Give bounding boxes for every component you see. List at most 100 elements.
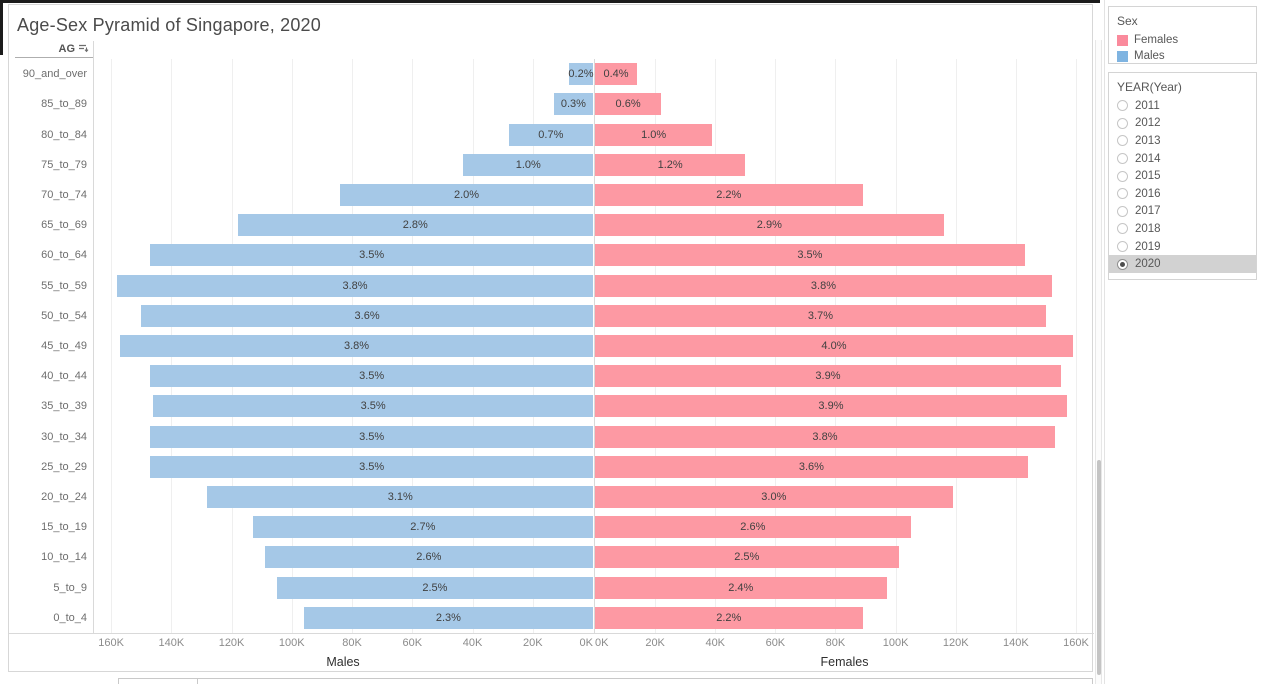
male-bar[interactable]: 3.5% [150, 244, 593, 267]
female-bar[interactable]: 1.2% [595, 153, 746, 176]
year-option-2011[interactable]: 2011 [1109, 97, 1256, 115]
x-tick-label: 140K [1002, 637, 1029, 649]
female-bar-row: 3.6% [595, 452, 1094, 482]
age-label[interactable]: 15_to_19 [41, 521, 87, 534]
year-option-2017[interactable]: 2017 [1109, 203, 1256, 221]
radio-icon[interactable] [1117, 223, 1128, 235]
age-label[interactable]: 30_to_34 [41, 430, 87, 443]
radio-icon[interactable] [1117, 205, 1128, 217]
year-filter-options: 2011 2012 2013 2014 2015 2016 2017 2018 2019 2020 [1109, 97, 1256, 273]
age-column-header[interactable]: AG [9, 43, 89, 55]
age-label[interactable]: 40_to_44 [41, 370, 87, 383]
radio-icon[interactable] [1117, 100, 1128, 112]
year-option-2012[interactable]: 2012 [1109, 115, 1256, 133]
age-label[interactable]: 0_to_4 [53, 611, 87, 624]
female-bar[interactable]: 2.4% [595, 576, 887, 599]
radio-icon[interactable] [1117, 241, 1128, 253]
radio-icon[interactable] [1117, 170, 1128, 182]
female-bar[interactable]: 3.9% [595, 365, 1061, 388]
age-label[interactable]: 65_to_69 [41, 219, 87, 232]
year-option-label: 2016 [1135, 187, 1161, 200]
year-option-2014[interactable]: 2014 [1109, 150, 1256, 168]
chart-title: Age-Sex Pyramid of Singapore, 2020 [17, 15, 321, 35]
male-bar[interactable]: 1.0% [463, 153, 593, 176]
sex-legend-card: Sex Females Males [1108, 6, 1257, 64]
female-bar[interactable]: 3.8% [595, 425, 1055, 448]
male-bar[interactable]: 2.7% [252, 516, 593, 539]
year-option-2013[interactable]: 2013 [1109, 132, 1256, 150]
age-label[interactable]: 20_to_24 [41, 490, 87, 503]
male-bar[interactable]: 2.3% [303, 606, 593, 629]
vertical-scrollbar[interactable] [1095, 40, 1102, 684]
gridline [111, 59, 113, 633]
female-bar[interactable]: 2.6% [595, 516, 911, 539]
male-bar[interactable]: 3.8% [117, 274, 593, 297]
female-bar[interactable]: 2.9% [595, 214, 944, 237]
male-bar-label: 2.8% [402, 219, 428, 232]
female-bar[interactable]: 2.5% [595, 546, 899, 569]
legend-item[interactable]: Females [1117, 32, 1256, 48]
male-bar[interactable]: 3.8% [120, 334, 593, 357]
age-label[interactable]: 90_and_over [22, 68, 87, 81]
x-tick-label: 60K [765, 637, 786, 649]
age-label[interactable]: 5_to_9 [53, 581, 87, 594]
male-bar[interactable]: 2.0% [340, 183, 593, 206]
scrollbar-thumb[interactable] [1097, 460, 1101, 675]
year-option-2016[interactable]: 2016 [1109, 185, 1256, 203]
age-label[interactable]: 85_to_89 [41, 98, 87, 111]
female-bar-label: 2.9% [756, 219, 782, 232]
age-label[interactable]: 10_to_14 [41, 551, 87, 564]
year-option-2019[interactable]: 2019 [1109, 238, 1256, 256]
male-bar[interactable]: 3.5% [153, 395, 593, 418]
female-bar[interactable]: 2.2% [595, 183, 863, 206]
female-bar[interactable]: 0.4% [595, 63, 638, 86]
female-bar[interactable]: 2.2% [595, 606, 863, 629]
female-bar[interactable]: 3.7% [595, 304, 1046, 327]
female-bar[interactable]: 3.8% [595, 274, 1052, 297]
female-bar[interactable]: 3.6% [595, 455, 1028, 478]
male-bar[interactable]: 2.5% [276, 576, 593, 599]
radio-icon[interactable] [1117, 153, 1128, 165]
radio-icon[interactable] [1117, 117, 1128, 129]
year-option-2015[interactable]: 2015 [1109, 167, 1256, 185]
age-label[interactable]: 70_to_74 [41, 188, 87, 201]
male-bar[interactable]: 3.5% [150, 455, 593, 478]
male-bar[interactable]: 3.5% [150, 425, 593, 448]
age-label[interactable]: 50_to_54 [41, 309, 87, 322]
age-label[interactable]: 60_to_64 [41, 249, 87, 262]
male-bar[interactable]: 3.1% [207, 485, 593, 508]
male-bar-label: 0.2% [568, 68, 594, 81]
females-axis-ticks: 0K 20K 40K 60K 80K 100K 120K 140K 160K [595, 637, 1094, 651]
age-label[interactable]: 35_to_39 [41, 400, 87, 413]
year-option-2020[interactable]: 2020 [1109, 255, 1256, 273]
x-tick-label: 20K [522, 637, 543, 649]
female-bar[interactable]: 4.0% [595, 334, 1073, 357]
male-bar[interactable]: 2.8% [237, 214, 593, 237]
radio-icon[interactable] [1117, 135, 1128, 147]
female-bar[interactable]: 0.6% [595, 93, 662, 116]
male-bar[interactable]: 0.7% [508, 123, 593, 146]
female-bar[interactable]: 3.9% [595, 395, 1067, 418]
age-label[interactable]: 45_to_49 [41, 339, 87, 352]
male-bar[interactable]: 0.3% [553, 93, 593, 116]
age-label[interactable]: 55_to_59 [41, 279, 87, 292]
male-bar[interactable]: 3.6% [141, 304, 593, 327]
age-label[interactable]: 80_to_84 [41, 128, 87, 141]
male-bar[interactable]: 2.6% [264, 546, 593, 569]
female-bar-row: 3.0% [595, 482, 1094, 512]
male-bar-row: 3.5% [93, 240, 593, 270]
female-bar[interactable]: 3.0% [595, 485, 953, 508]
female-bar[interactable]: 3.5% [595, 244, 1025, 267]
radio-icon[interactable] [1117, 258, 1128, 270]
age-label[interactable]: 25_to_29 [41, 460, 87, 473]
year-option-2018[interactable]: 2018 [1109, 220, 1256, 238]
male-bar[interactable]: 0.2% [568, 63, 594, 86]
male-bar-label: 3.5% [359, 430, 385, 443]
x-tick-label: 80K [342, 637, 362, 649]
radio-icon[interactable] [1117, 188, 1128, 200]
age-label[interactable]: 75_to_79 [41, 158, 87, 171]
legend-item[interactable]: Males [1117, 48, 1256, 64]
female-bar[interactable]: 1.0% [595, 123, 713, 146]
male-bar[interactable]: 3.5% [150, 365, 593, 388]
sort-descending-icon[interactable] [78, 44, 89, 53]
